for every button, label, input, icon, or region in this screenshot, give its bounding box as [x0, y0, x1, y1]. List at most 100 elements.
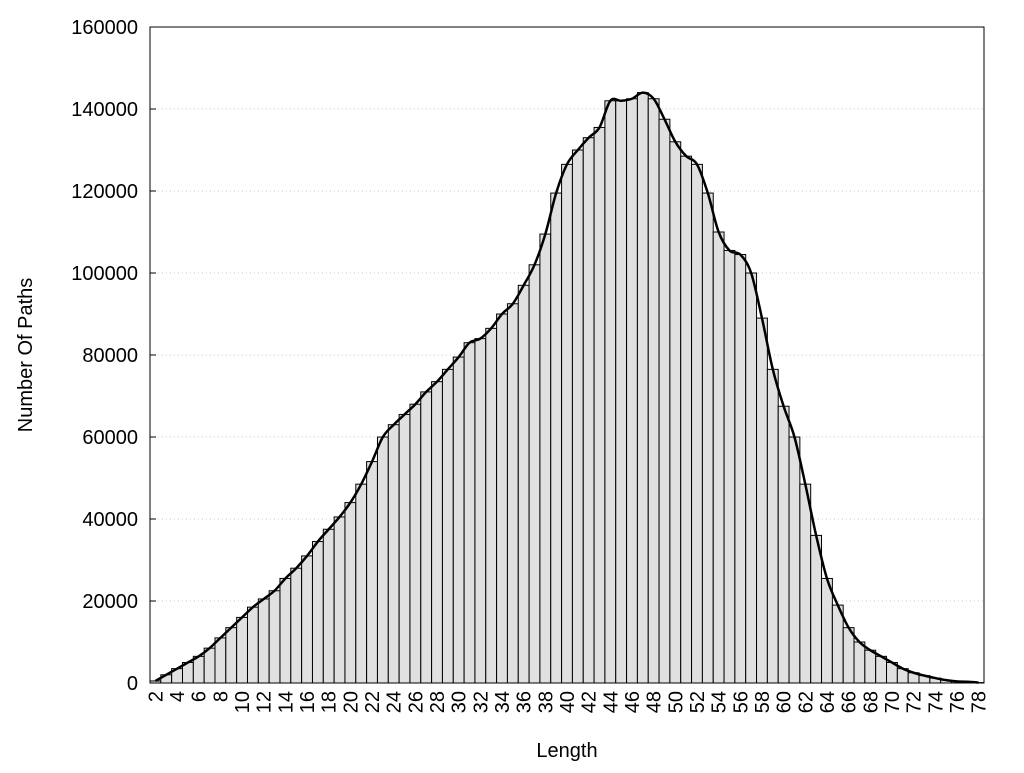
- x-tick-label: 14: [275, 691, 297, 713]
- y-tick-label: 120000: [71, 181, 138, 203]
- bar: [540, 234, 551, 683]
- bar: [507, 304, 518, 683]
- bar: [562, 164, 573, 683]
- bar: [572, 150, 583, 683]
- bar: [464, 343, 475, 683]
- x-tick-label: 76: [947, 691, 969, 713]
- x-tick-label: 64: [817, 691, 839, 713]
- bar: [280, 578, 291, 683]
- bar: [594, 127, 605, 683]
- y-tick-label: 160000: [71, 17, 138, 39]
- bar: [302, 556, 313, 683]
- bar: [605, 101, 616, 683]
- bar: [291, 568, 302, 683]
- y-tick-label: 0: [127, 673, 138, 695]
- y-axis-label: Number Of Paths: [15, 278, 37, 433]
- bar: [204, 648, 215, 683]
- bar: [627, 99, 638, 683]
- bar: [215, 638, 226, 683]
- x-tick-label: 44: [600, 691, 622, 713]
- bar: [497, 314, 508, 683]
- x-tick-label: 56: [730, 691, 752, 713]
- x-tick-label: 2: [145, 691, 167, 702]
- x-tick-label: 26: [405, 691, 427, 713]
- x-tick-label: 48: [644, 691, 666, 713]
- bar: [822, 578, 833, 683]
- bar: [442, 369, 453, 683]
- y-tick-label: 40000: [82, 509, 138, 531]
- bar: [193, 656, 204, 683]
- bar: [258, 599, 269, 683]
- bar: [529, 265, 540, 683]
- bar: [269, 591, 280, 683]
- x-tick-label: 50: [665, 691, 687, 713]
- x-tick-label: 24: [384, 691, 406, 713]
- y-tick-label: 80000: [82, 345, 138, 367]
- x-tick-label: 70: [882, 691, 904, 713]
- x-axis-label: Length: [536, 740, 597, 762]
- bar: [453, 357, 464, 683]
- x-tick-label: 6: [189, 691, 211, 702]
- bar: [778, 406, 789, 683]
- bar: [421, 392, 432, 683]
- x-tick-label: 60: [774, 691, 796, 713]
- x-tick-label: 12: [254, 691, 276, 713]
- bar: [767, 369, 778, 683]
- bar: [843, 628, 854, 683]
- bar: [356, 484, 367, 683]
- bar: [432, 382, 443, 683]
- y-tick-label: 60000: [82, 427, 138, 449]
- bar: [312, 542, 323, 683]
- bar: [659, 119, 670, 683]
- x-tick-label: 54: [709, 691, 731, 713]
- y-tick-label: 140000: [71, 99, 138, 121]
- bar: [518, 285, 529, 683]
- bar: [692, 164, 703, 683]
- bar: [724, 250, 735, 683]
- bar: [789, 437, 800, 683]
- x-tick-label: 58: [752, 691, 774, 713]
- x-tick-label: 8: [210, 691, 232, 702]
- x-tick-label: 46: [622, 691, 644, 713]
- x-tick-label: 20: [340, 691, 362, 713]
- bar: [475, 339, 486, 683]
- bar: [648, 99, 659, 683]
- bar: [237, 617, 248, 683]
- x-tick-label: 32: [470, 691, 492, 713]
- bar: [410, 404, 421, 683]
- y-tick-label: 20000: [82, 591, 138, 613]
- bar: [854, 642, 865, 683]
- x-tick-label: 22: [362, 691, 384, 713]
- bar: [247, 607, 258, 683]
- bar: [713, 232, 724, 683]
- x-tick-label: 18: [319, 691, 341, 713]
- x-tick-label: 68: [860, 691, 882, 713]
- bar: [681, 156, 692, 683]
- bar: [334, 517, 345, 683]
- x-tick-label: 40: [557, 691, 579, 713]
- x-tick-label: 28: [427, 691, 449, 713]
- bar: [486, 328, 497, 683]
- x-tick-label: 30: [449, 691, 471, 713]
- bar: [800, 484, 811, 683]
- x-tick-label: 36: [514, 691, 536, 713]
- bar: [757, 318, 768, 683]
- x-tick-label: 38: [535, 691, 557, 713]
- bar: [832, 605, 843, 683]
- x-tick-label: 66: [839, 691, 861, 713]
- bar: [377, 437, 388, 683]
- x-tick-label: 34: [492, 691, 514, 713]
- bar: [345, 503, 356, 683]
- bar: [367, 462, 378, 683]
- bar: [637, 93, 648, 683]
- x-tick-label: 78: [969, 691, 991, 713]
- bar: [388, 425, 399, 683]
- bar: [702, 193, 713, 683]
- bar: [746, 273, 757, 683]
- bar: [399, 414, 410, 683]
- x-tick-label: 72: [904, 691, 926, 713]
- bar: [551, 193, 562, 683]
- bar: [670, 142, 681, 683]
- x-tick-label: 52: [687, 691, 709, 713]
